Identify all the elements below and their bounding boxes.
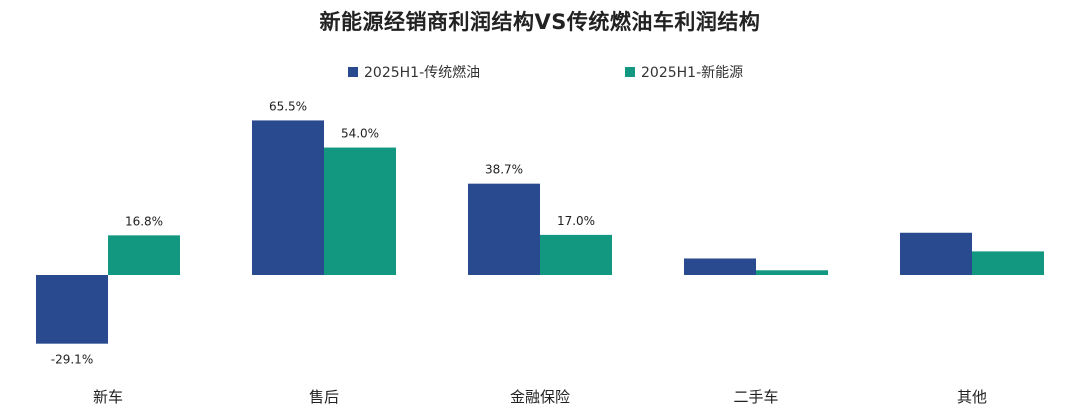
bar-nev-2: [540, 234, 612, 275]
bar-nev-0: [108, 235, 180, 275]
category-label-1: 售后: [309, 388, 339, 406]
legend-label-ice: 2025H1-传统燃油: [364, 65, 481, 81]
chart-legend: 2025H1-传统燃油 2025H1-新能源: [0, 62, 1080, 86]
legend-label-nev: 2025H1-新能源: [641, 65, 744, 81]
category-label-4: 其他: [957, 388, 987, 406]
bar-ice-4: [900, 232, 972, 275]
category-label-2: 金融保险: [510, 388, 570, 406]
chart-title: 新能源经销商利润结构VS传统燃油车利润结构: [319, 10, 761, 34]
bar-ice-2: [468, 183, 540, 275]
legend-item-nev: 2025H1-新能源: [625, 62, 743, 82]
category-label-0: 新车: [93, 388, 123, 406]
category-label-3: 二手车: [733, 388, 778, 406]
bar-ice-0: [36, 275, 108, 344]
legend-swatch-ice: [348, 67, 358, 77]
legend-swatch-nev: [625, 67, 635, 77]
data-label-ice-1: 65.5%: [269, 99, 307, 113]
legend-item-ice: 2025H1-传统燃油: [348, 62, 480, 82]
data-label-ice-0: -29.1%: [51, 353, 93, 367]
data-label-ice-2: 38.7%: [485, 163, 523, 177]
bar-nev-3: [756, 270, 828, 275]
data-label-nev-1: 54.0%: [341, 127, 379, 141]
data-label-nev-0: 16.8%: [125, 214, 163, 228]
bar-ice-3: [684, 258, 756, 275]
bar-nev-1: [324, 147, 396, 275]
bar-ice-1: [252, 120, 324, 275]
bar-nev-4: [972, 251, 1044, 275]
data-label-nev-2: 17.0%: [557, 214, 595, 228]
